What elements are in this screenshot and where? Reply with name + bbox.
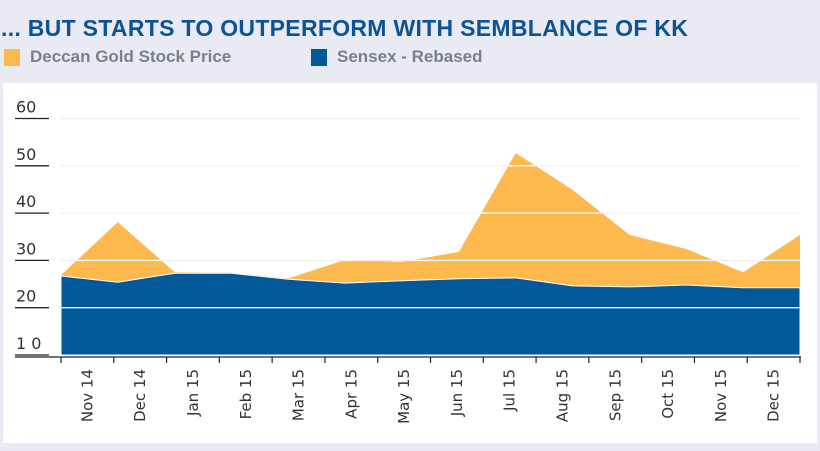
x-tick-label: May 15 [395, 369, 413, 424]
x-tick-label: Sep 15 [606, 369, 624, 421]
y-tick-label-40: 40 [16, 192, 36, 211]
y-tick-label-30: 30 [16, 239, 36, 258]
x-tick-label: Oct 15 [659, 369, 677, 419]
x-axis: Nov 14 Dec 14 Jan 15 Feb 15 Mar 15 Apr 15 May … [15, 356, 801, 424]
legend-item-deccan-gold: Deccan Gold Stock Price [4, 47, 231, 67]
legend-label-deccan-gold: Deccan Gold Stock Price [30, 47, 232, 66]
x-tick-label: Mar 15 [290, 369, 308, 421]
x-tick-label: Jun 15 [448, 369, 466, 417]
y-axis: 1 0 20 30 40 50 60 [15, 98, 49, 356]
y-tick-label-60: 60 [16, 98, 36, 117]
legend-swatch-sensex [311, 48, 327, 66]
area-sensex [60, 272, 801, 356]
x-tick-label: Nov 15 [712, 369, 730, 422]
y-tick-label-10: 1 0 [16, 334, 41, 353]
areas [60, 153, 801, 356]
y-tick-label-50: 50 [16, 145, 36, 164]
legend-swatch-deccan-gold [4, 48, 20, 66]
x-tick-label: Jul 15 [501, 369, 519, 412]
legend: Deccan Gold Stock Price Sensex - Rebased [0, 47, 820, 67]
x-tick-label: Jan 15 [184, 369, 202, 417]
x-tick-label: Dec 15 [765, 369, 783, 422]
x-tick-label: Dec 14 [131, 369, 149, 422]
x-tick-label: Apr 15 [342, 369, 360, 419]
chart-title: ... BUT STARTS TO OUTPERFORM WITH SEMBLA… [1, 15, 689, 41]
x-tick-label: Nov 14 [78, 369, 96, 422]
legend-label-sensex: Sensex - Rebased [337, 47, 483, 66]
legend-item-sensex: Sensex - Rebased [311, 47, 483, 67]
x-tick-label: Feb 15 [237, 369, 255, 419]
x-tick-label: Aug 15 [554, 369, 572, 422]
y-tick-label-20: 20 [16, 287, 36, 306]
